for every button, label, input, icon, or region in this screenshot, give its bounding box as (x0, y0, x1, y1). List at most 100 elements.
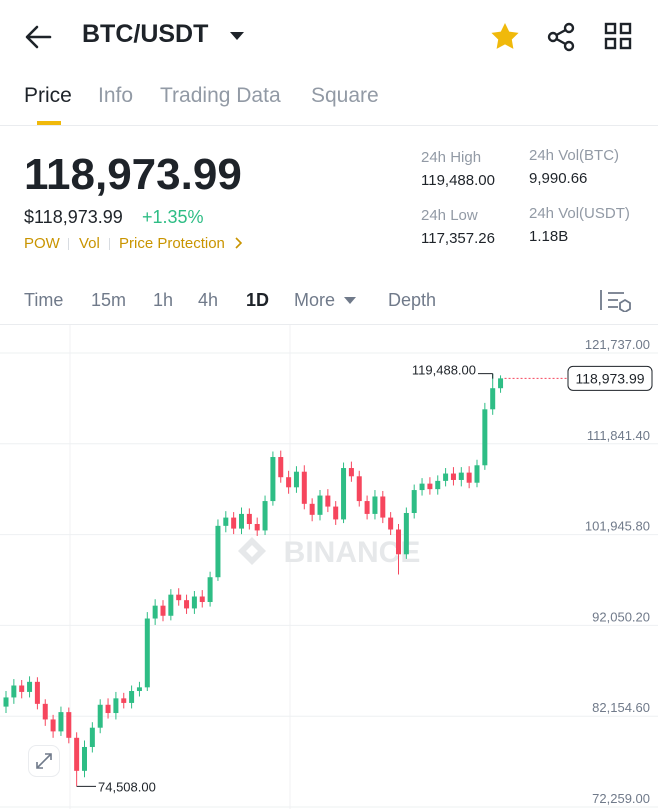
candle-body (333, 506, 339, 520)
candle-body (199, 596, 205, 603)
interval[interactable]: 1D (246, 290, 270, 310)
candle-body (419, 483, 425, 491)
candle-body (176, 594, 182, 601)
candle-body (278, 457, 284, 478)
last-price-label: 118,973.99 (575, 370, 644, 386)
expand-icon[interactable] (28, 745, 60, 777)
candle-body (450, 473, 456, 480)
candle-body (309, 503, 315, 515)
candle-body (239, 513, 244, 529)
divider (0, 125, 658, 126)
candle-body (27, 681, 33, 692)
stat-label: 24h Vol(USDT) (529, 205, 630, 222)
candle-body (286, 477, 292, 488)
low-label: 74,508.00 (98, 779, 156, 794)
stat-label: 24h High (421, 149, 482, 166)
candle-body (348, 468, 354, 477)
separator (109, 238, 110, 250)
candle-body (498, 378, 504, 389)
interval[interactable]: Time (24, 290, 64, 310)
candle-body (443, 473, 449, 481)
interval[interactable]: 4h (198, 290, 219, 310)
candle-body (482, 409, 488, 466)
candle-body (262, 501, 268, 531)
interval[interactable]: 15m (91, 290, 127, 310)
share-icon[interactable] (547, 22, 577, 52)
more-caret[interactable] (343, 296, 357, 305)
y-tick-label: 82,154.60 (592, 700, 650, 715)
y-tick-label: 72,259.00 (592, 791, 650, 806)
candle-body (231, 517, 237, 529)
last-price-box (567, 365, 653, 391)
grid-icon[interactable] (604, 22, 632, 50)
candle-body (19, 685, 25, 692)
candle-body (396, 529, 401, 555)
interval[interactable]: 1h (153, 290, 174, 310)
tag[interactable]: Price Protection (119, 235, 225, 252)
y-tick-label: 101,945.80 (585, 519, 650, 534)
candle-body (380, 496, 386, 518)
candle-body (254, 524, 260, 531)
candle-body (152, 605, 158, 619)
tag[interactable]: Vol (79, 235, 100, 252)
candle-body (411, 490, 417, 513)
candle-body (129, 691, 135, 703)
candle-body (168, 594, 174, 616)
interval[interactable]: Depth (388, 290, 437, 310)
separator (68, 238, 69, 250)
candle-body (121, 698, 127, 703)
candle-body (50, 719, 56, 732)
tab[interactable]: Info (98, 84, 134, 107)
candle-body (435, 480, 441, 490)
candlestick-chart: 72,259.00 82,154.60 92,050.20 101,945.80 111… (0, 325, 658, 809)
stat-label: 24h Vol(BTC) (529, 147, 620, 164)
last-price: 118,973.99 (24, 150, 242, 199)
candle-body (356, 476, 362, 502)
candle-body (317, 495, 323, 515)
chart-settings-icon[interactable] (600, 288, 634, 312)
candle-body (301, 471, 307, 504)
high-label: 119,488.00 (412, 363, 476, 378)
back-icon[interactable] (24, 24, 52, 50)
tab[interactable]: Trading Data (160, 84, 281, 107)
stat-value: 117,357.26 (421, 230, 495, 247)
candle-body (427, 483, 433, 490)
candle-body (207, 577, 213, 603)
interval[interactable]: More (294, 290, 336, 310)
y-tick-label: 121,737.00 (585, 337, 650, 352)
candle-body (11, 685, 17, 698)
stat-label: 24h Low (421, 207, 478, 224)
tab-indicator (37, 121, 61, 125)
candle-body (293, 471, 299, 488)
candle-body (3, 697, 9, 707)
candle-body (42, 703, 48, 720)
candle-body (89, 727, 95, 747)
favorite-icon[interactable] (490, 22, 520, 50)
candle-body (325, 495, 331, 507)
candle-body (97, 704, 103, 728)
candle-body (372, 496, 378, 514)
tab[interactable]: Price (24, 84, 72, 107)
candle-body (184, 600, 190, 609)
candle-body (113, 698, 119, 714)
pair-title[interactable]: BTC/USDT (82, 20, 209, 48)
pair-caret[interactable] (229, 31, 245, 41)
candle-body (458, 472, 464, 480)
stat-value: 119,488.00 (421, 172, 495, 189)
candle-body (388, 517, 394, 530)
usd-price: $118,973.99 (24, 207, 123, 227)
divider (0, 324, 658, 325)
candle-body (34, 681, 40, 704)
tab[interactable]: Square (311, 84, 379, 107)
candle-body (490, 388, 496, 410)
candle-body (474, 465, 480, 483)
candle-body (270, 457, 276, 502)
candle-body (82, 746, 87, 771)
candle-body (341, 468, 347, 520)
tag[interactable]: POW (24, 235, 60, 252)
candle-body (191, 596, 197, 609)
watermark-logo (238, 537, 266, 565)
candle-body (105, 704, 111, 714)
candle-body (66, 712, 72, 738)
